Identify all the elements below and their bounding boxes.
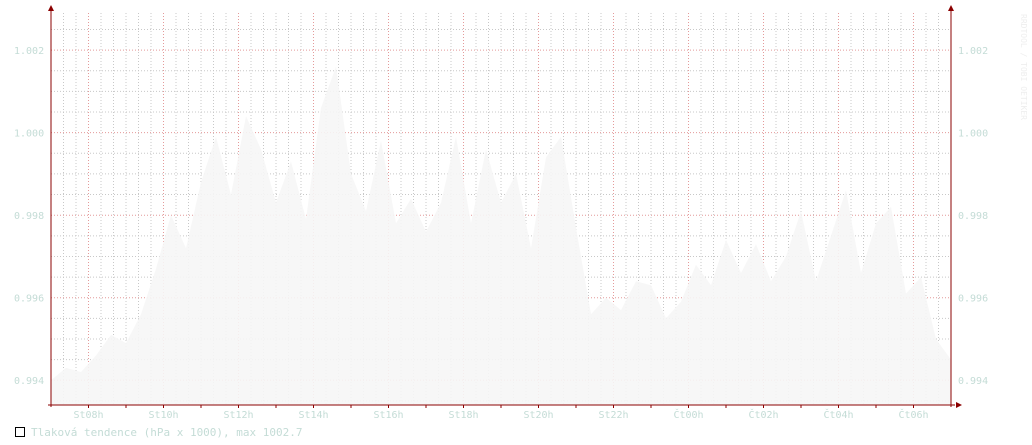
x-tick-label: St12h	[223, 410, 253, 421]
y-axis-left-arrow	[48, 5, 54, 11]
x-tick-label: St22h	[598, 410, 628, 421]
x-tick-label: St10h	[148, 410, 178, 421]
y-tick-label-left: 0.994	[14, 376, 44, 387]
series-area	[51, 66, 951, 405]
y-tick-label-right: 0.994	[958, 376, 988, 387]
x-tick-label: St18h	[448, 410, 478, 421]
x-tick-label: Čt02h	[748, 408, 778, 421]
x-tick-label: St08h	[73, 410, 103, 421]
y-tick-label-right: 0.998	[958, 211, 988, 222]
axes	[48, 5, 962, 408]
y-tick-label-right: 0.996	[958, 294, 988, 305]
y-tick-label-right: 1.000	[958, 129, 988, 140]
legend-swatch	[15, 427, 25, 437]
x-tick-label: Čt04h	[823, 408, 853, 421]
y-axis-left-labels: 0.994 0.996 0.998 1.000 1.002	[14, 46, 44, 387]
x-tick-label: Čt00h	[673, 408, 703, 421]
legend: Tlaková tendence (hPa x 1000), max 1002.…	[15, 425, 303, 439]
x-axis-arrow	[956, 402, 962, 408]
x-tick-label: St14h	[298, 410, 328, 421]
x-tick-label: St16h	[373, 410, 403, 421]
y-tick-label-left: 0.998	[14, 211, 44, 222]
y-tick-label-left: 0.996	[14, 294, 44, 305]
x-tick-label: St20h	[523, 410, 553, 421]
legend-label: Tlaková tendence (hPa x 1000), max 1002.…	[31, 425, 303, 439]
y-axis-right-labels: 0.994 0.996 0.998 1.000 1.002	[958, 46, 988, 387]
watermark: RRDTOOL / TOBI OETIKER	[1019, 14, 1028, 120]
x-tick-label: Čt06h	[898, 408, 928, 421]
plot-area	[51, 66, 951, 405]
y-tick-label-right: 1.002	[958, 46, 988, 57]
y-axis-right-arrow	[948, 5, 954, 11]
x-axis-labels: St08h St10h St12h St14h St16h St18h St20h St22h…	[73, 408, 928, 421]
y-tick-label-left: 1.000	[14, 129, 44, 140]
y-tick-label-left: 1.002	[14, 46, 44, 57]
